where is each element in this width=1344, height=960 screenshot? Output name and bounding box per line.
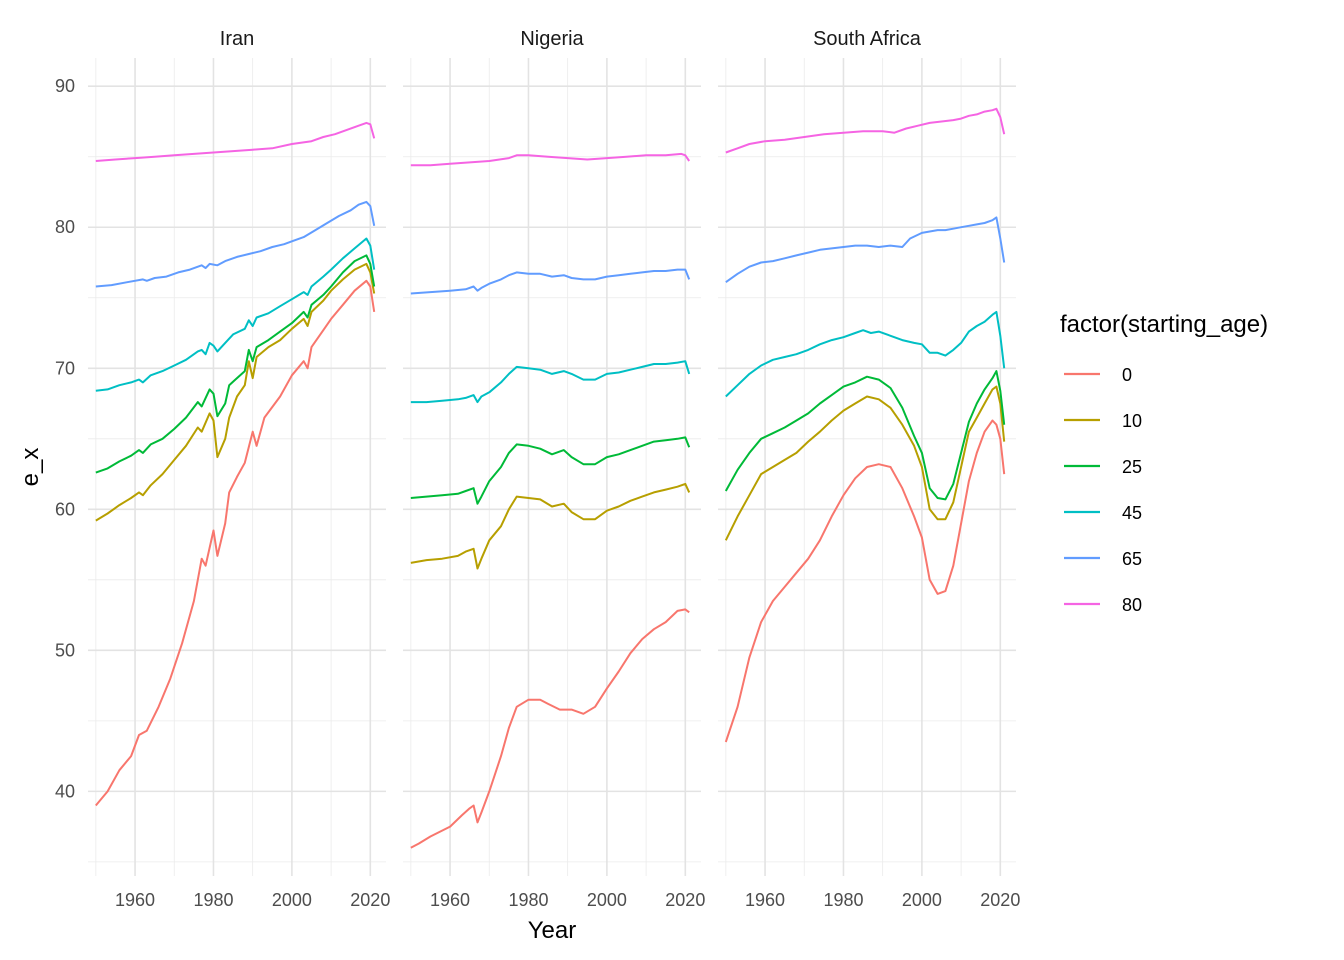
axes: Year e_x [17,448,576,944]
series-line [95,200,376,288]
legend: factor(starting_age) 0 10 25 45 65 80 [1060,311,1268,615]
series-line [724,370,1006,501]
series-line [725,216,1006,284]
series-line [724,419,1006,743]
series-line [95,121,376,162]
x-tick-label: 1980 [823,890,863,910]
y-tick-label: 50 [55,640,75,660]
x-tick-label: 2000 [272,890,312,910]
legend-item: 45 [1064,503,1142,523]
legend-label: 80 [1122,595,1142,615]
series-line [95,279,376,807]
series-line [410,608,690,849]
series-line [95,262,376,522]
y-axis-title: e_x [17,448,44,487]
series-line [410,268,691,295]
legend-title: factor(starting_age) [1060,311,1268,338]
series-line [95,237,376,392]
series-line [724,385,1006,541]
x-axis-title: Year [528,917,577,944]
x-tick-label: 2000 [902,890,942,910]
legend-label: 0 [1122,365,1132,385]
series-line [95,254,376,474]
y-tick-label: 70 [55,358,75,378]
y-tick-label: 40 [55,781,75,801]
facet-panel: Iran 1960 1980 2000 2020 40 50 60 70 80 90 [55,28,390,910]
series-line [725,107,1006,154]
legend-item: 25 [1064,457,1142,477]
legend-label: 65 [1122,549,1142,569]
facet-strip-label: South Africa [813,28,922,50]
facet-panel: South Africa 1960 1980 2000 2020 [718,28,1020,910]
legend-label: 10 [1122,411,1142,431]
x-tick-label: 1980 [508,890,548,910]
series-line [410,482,691,570]
facet-panels: Iran 1960 1980 2000 2020 40 50 60 70 80 90 Nigeria 1… [55,28,1020,910]
x-tick-label: 2020 [665,890,705,910]
legend-item: 10 [1064,411,1142,431]
x-tick-label: 1960 [430,890,470,910]
facet-strip-label: Nigeria [520,28,584,50]
series-line [410,360,691,404]
x-tick-label: 1980 [193,890,233,910]
legend-label: 25 [1122,457,1142,477]
x-tick-label: 2000 [587,890,627,910]
x-tick-label: 2020 [980,890,1020,910]
legend-item: 65 [1064,549,1142,569]
facet-strip-label: Iran [220,28,254,50]
x-tick-label: 2020 [350,890,390,910]
series-line [410,436,691,505]
legend-item: 80 [1064,595,1142,615]
x-tick-label: 1960 [115,890,155,910]
legend-item: 0 [1064,365,1132,385]
y-tick-label: 80 [55,217,75,237]
legend-label: 45 [1122,503,1142,523]
facet-panel: Nigeria 1960 1980 2000 2020 [403,28,705,910]
y-tick-label: 60 [55,499,75,519]
series-line [725,310,1006,398]
x-tick-label: 1960 [745,890,785,910]
series-line [410,152,691,167]
y-tick-label: 90 [55,76,75,96]
